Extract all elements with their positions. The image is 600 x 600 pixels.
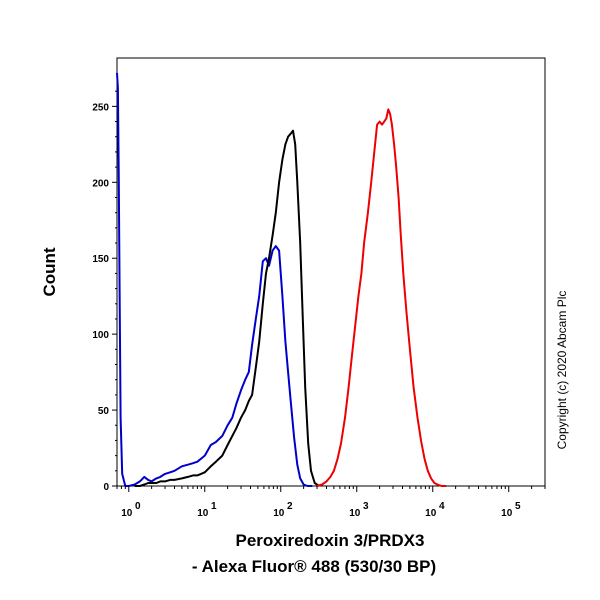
x-tick-exponent-1: 1	[211, 501, 217, 512]
series-line-1	[134, 129, 320, 487]
x-tick-exponent-0: 0	[135, 501, 141, 512]
plot-frame	[116, 57, 546, 487]
x-tick-exponent-5: 5	[515, 501, 521, 512]
x-tick-label-4: 10	[425, 508, 437, 519]
y-tick-label-4: 200	[92, 178, 109, 189]
y-axis-title: Count	[40, 247, 59, 296]
x-tick-label-3: 10	[349, 508, 361, 519]
y-tick-label-2: 100	[92, 330, 109, 341]
x-tick-label-0: 10	[121, 508, 133, 519]
x-tick-exponent-4: 4	[439, 501, 445, 512]
x-tick-exponent-3: 3	[363, 501, 369, 512]
x-tick-label-1: 10	[197, 508, 209, 519]
copyright-notice: Copyright (c) 2020 Abcam Plc	[555, 291, 569, 450]
y-tick-label-0: 0	[103, 482, 109, 493]
y-tick-label-3: 150	[92, 254, 109, 265]
series-layer	[116, 72, 447, 487]
y-tick-label-1: 50	[98, 406, 110, 417]
x-tick-label-2: 10	[273, 508, 285, 519]
x-tick-label-5: 10	[501, 508, 513, 519]
series-line-2	[316, 108, 447, 487]
x-tick-exponent-2: 2	[287, 501, 293, 512]
axes	[116, 57, 546, 487]
series-line-0	[116, 72, 313, 487]
x-axis-title-line-2: - Alexa Fluor® 488 (530/30 BP)	[192, 557, 436, 576]
x-axis-title-line-1: Peroxiredoxin 3/PRDX3	[236, 531, 425, 550]
y-tick-label-5: 250	[92, 102, 109, 113]
